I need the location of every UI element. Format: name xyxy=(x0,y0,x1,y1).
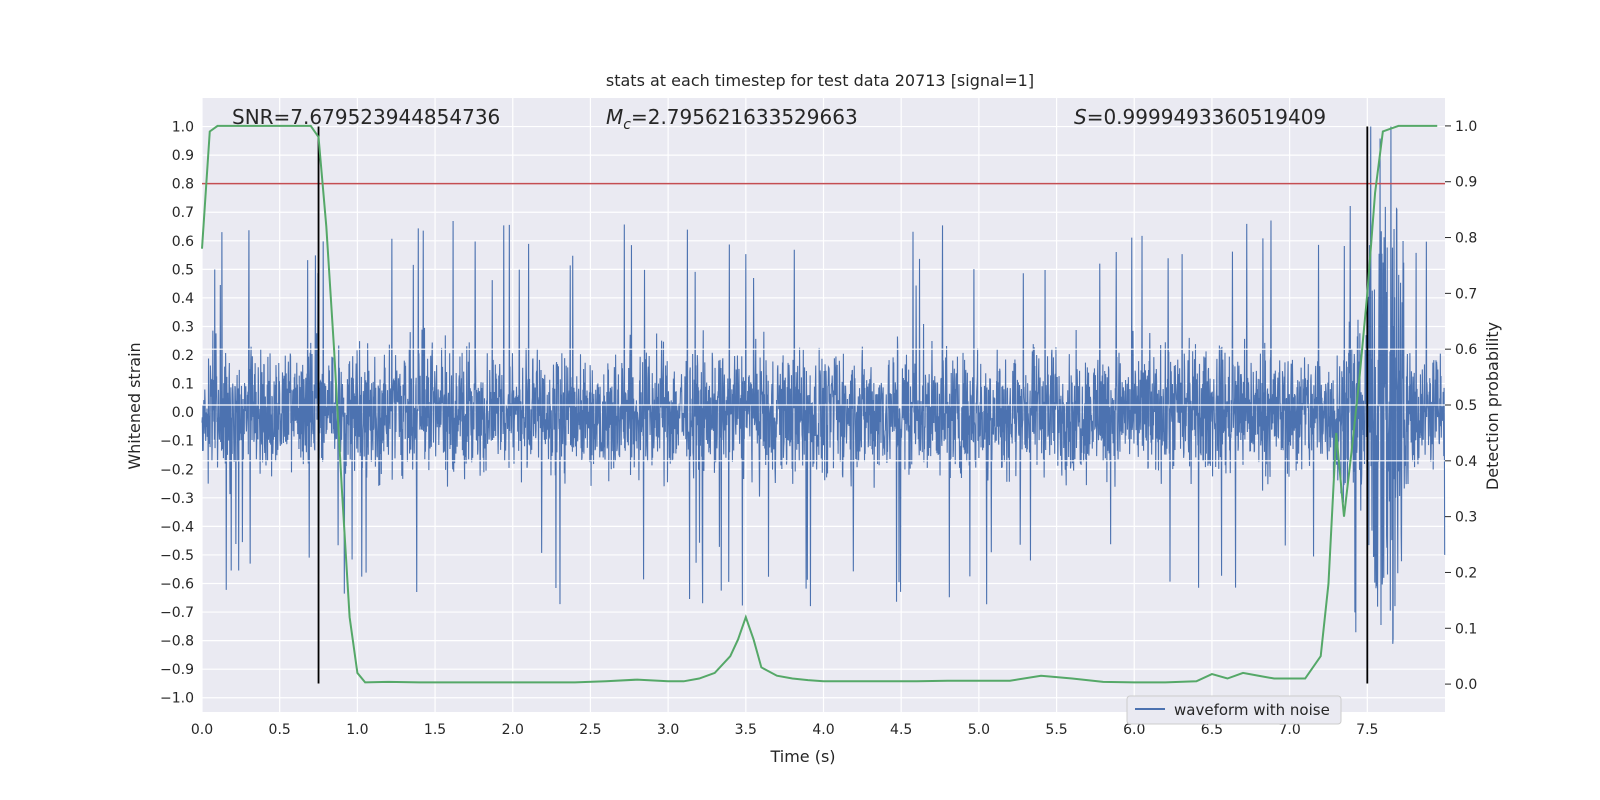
y-left-tick-label: 0.7 xyxy=(172,205,194,221)
y-left-tick-label: 0.4 xyxy=(172,291,194,307)
left-axis-ticks: −1.0 −0.9 −0.8 −0.7 −0.6 −0.5 −0.4 −0.3 −0.2 −0.1… xyxy=(160,120,194,707)
y-left-tick-label: −0.6 xyxy=(160,576,194,592)
x-tick-label: 6.0 xyxy=(1123,722,1145,738)
overlay-lines xyxy=(201,124,1445,684)
y-left-tick-label: −0.5 xyxy=(160,548,194,564)
x-tick-label: 0.5 xyxy=(269,722,291,738)
waveform-series xyxy=(201,126,1446,644)
x-tick-label: 1.5 xyxy=(424,722,446,738)
y-right-tick-label: 1.0 xyxy=(1455,119,1477,135)
x-axis-label: Time (s) xyxy=(769,747,835,766)
x-tick-label: 5.5 xyxy=(1045,722,1067,738)
legend-label: waveform with noise xyxy=(1174,701,1330,719)
x-tick-label: 7.0 xyxy=(1278,722,1300,738)
y-right-tick-label: 0.3 xyxy=(1455,510,1477,526)
y-left-tick-label: 0.5 xyxy=(172,262,194,278)
y-left-tick-label: −0.3 xyxy=(160,491,194,507)
y-right-tick-label: 0.1 xyxy=(1455,621,1477,637)
y-right-tick-label: 0.2 xyxy=(1455,565,1477,581)
y-right-tick-label: 0.4 xyxy=(1455,454,1477,470)
x-tick-label: 5.0 xyxy=(968,722,990,738)
chart-title: stats at each timestep for test data 207… xyxy=(606,71,1034,90)
x-tick-label: 6.5 xyxy=(1201,722,1223,738)
x-tick-label: 4.0 xyxy=(812,722,834,738)
y-left-tick-label: −0.2 xyxy=(160,462,194,478)
y-left-tick-label: 0.1 xyxy=(172,377,194,393)
x-tick-label: 3.0 xyxy=(657,722,679,738)
y-left-tick-label: −0.4 xyxy=(160,519,194,535)
y-left-tick-label: 0.6 xyxy=(172,234,194,250)
y-left-tick-label: −0.1 xyxy=(160,434,194,450)
x-axis-ticks: 0.0 0.5 1.0 1.5 2.0 2.5 3.0 3.5 4.0 4.5 5.0 5.5 6.0 6… xyxy=(191,722,1379,738)
y-left-tick-label: −0.8 xyxy=(160,634,194,650)
y-left-tick-label: 0.3 xyxy=(172,319,194,335)
snr-annotation: SNR=7.679523944854736 xyxy=(232,105,500,129)
probability-line xyxy=(201,124,1438,684)
legend: waveform with noise xyxy=(1126,695,1342,725)
y-left-tick-label: 0.0 xyxy=(172,405,194,421)
y-axis-right-label: Detection probability xyxy=(1483,322,1502,490)
y-right-tick-label: 0.7 xyxy=(1455,286,1477,302)
score-annotation: S=0.9999493360519409 xyxy=(1074,105,1326,129)
y-left-tick-label: 0.2 xyxy=(172,348,194,364)
y-left-tick-label: 0.9 xyxy=(172,148,194,164)
y-right-tick-label: 0.5 xyxy=(1455,398,1477,414)
y-right-tick-label: 0.8 xyxy=(1455,231,1477,247)
x-tick-label: 3.5 xyxy=(735,722,757,738)
x-tick-label: 2.5 xyxy=(579,722,601,738)
y-left-tick-label: −0.7 xyxy=(160,605,194,621)
y-left-tick-label: −0.9 xyxy=(160,662,194,678)
chirp-mass-annotation: Mc=2.795621633529663 xyxy=(606,105,858,133)
y-left-tick-label: 0.8 xyxy=(172,177,194,193)
x-tick-label: 4.5 xyxy=(890,722,912,738)
x-tick-label: 1.0 xyxy=(346,722,368,738)
y-axis-left-label: Whitened strain xyxy=(125,342,144,469)
x-tick-label: 0.0 xyxy=(191,722,213,738)
y-right-tick-label: 0.0 xyxy=(1455,677,1477,693)
x-tick-label: 2.0 xyxy=(502,722,524,738)
x-tick-label: 7.5 xyxy=(1356,722,1378,738)
y-right-tick-label: 0.6 xyxy=(1455,342,1477,358)
right-axis-ticks: 0.0 0.1 0.2 0.3 0.4 0.5 0.6 0.7 0.8 0.9 1.0 xyxy=(1445,119,1477,693)
y-left-tick-label: 1.0 xyxy=(172,120,194,136)
waveform-line xyxy=(201,126,1446,644)
y-right-tick-label: 0.9 xyxy=(1455,175,1477,191)
y-left-tick-label: −1.0 xyxy=(160,691,194,707)
